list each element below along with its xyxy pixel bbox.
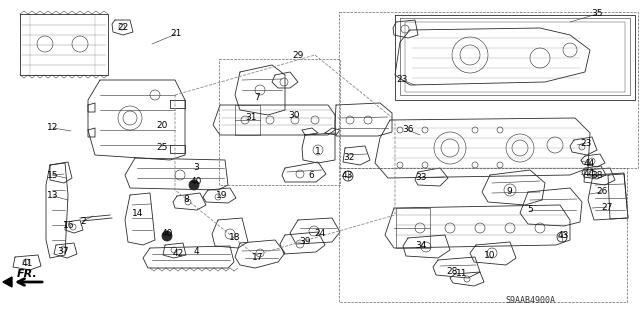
Text: 5: 5	[527, 205, 533, 214]
Text: 44: 44	[584, 159, 595, 167]
Text: 40: 40	[161, 229, 173, 239]
Text: 17: 17	[252, 254, 264, 263]
Text: 15: 15	[47, 170, 59, 180]
Text: 40: 40	[190, 177, 202, 187]
Text: FR.: FR.	[17, 269, 38, 279]
Text: 23: 23	[580, 138, 592, 147]
Circle shape	[189, 180, 199, 190]
Text: 7: 7	[254, 93, 260, 101]
Text: 4: 4	[193, 248, 199, 256]
Text: 29: 29	[292, 50, 304, 60]
Text: 9: 9	[506, 188, 512, 197]
Text: 20: 20	[156, 122, 168, 130]
Text: 37: 37	[57, 247, 68, 256]
Text: 22: 22	[117, 24, 129, 33]
Text: 11: 11	[456, 270, 468, 278]
Text: 30: 30	[288, 110, 300, 120]
Circle shape	[162, 231, 172, 241]
Text: 43: 43	[557, 232, 569, 241]
Text: 27: 27	[602, 203, 612, 211]
Text: 34: 34	[415, 241, 427, 250]
Text: 21: 21	[170, 29, 182, 39]
Text: 6: 6	[308, 170, 314, 180]
Text: 31: 31	[245, 114, 257, 122]
Text: 24: 24	[314, 228, 326, 238]
Text: 43: 43	[341, 172, 353, 181]
Text: 16: 16	[63, 221, 75, 231]
Text: 2: 2	[80, 217, 86, 226]
Text: 32: 32	[343, 152, 355, 161]
Text: 10: 10	[484, 250, 496, 259]
Text: 13: 13	[47, 191, 59, 201]
Text: 12: 12	[47, 123, 59, 132]
Text: 3: 3	[193, 162, 199, 172]
Text: S9AAB4900A: S9AAB4900A	[505, 296, 555, 305]
Text: 1: 1	[315, 147, 321, 157]
Text: 38: 38	[591, 172, 603, 181]
Text: 39: 39	[300, 236, 311, 246]
Text: 42: 42	[172, 249, 184, 258]
Text: 36: 36	[403, 125, 413, 135]
Text: 44: 44	[584, 169, 595, 179]
Text: 41: 41	[21, 258, 33, 268]
Text: 28: 28	[446, 266, 458, 276]
Text: 19: 19	[216, 191, 228, 201]
Text: 14: 14	[132, 209, 144, 218]
Text: 18: 18	[229, 234, 241, 242]
Text: 26: 26	[596, 188, 608, 197]
Text: 33: 33	[415, 174, 427, 182]
Text: 8: 8	[183, 196, 189, 204]
Polygon shape	[3, 277, 12, 287]
Text: 23: 23	[396, 76, 408, 85]
Text: 35: 35	[591, 10, 603, 19]
Text: 25: 25	[156, 143, 168, 152]
